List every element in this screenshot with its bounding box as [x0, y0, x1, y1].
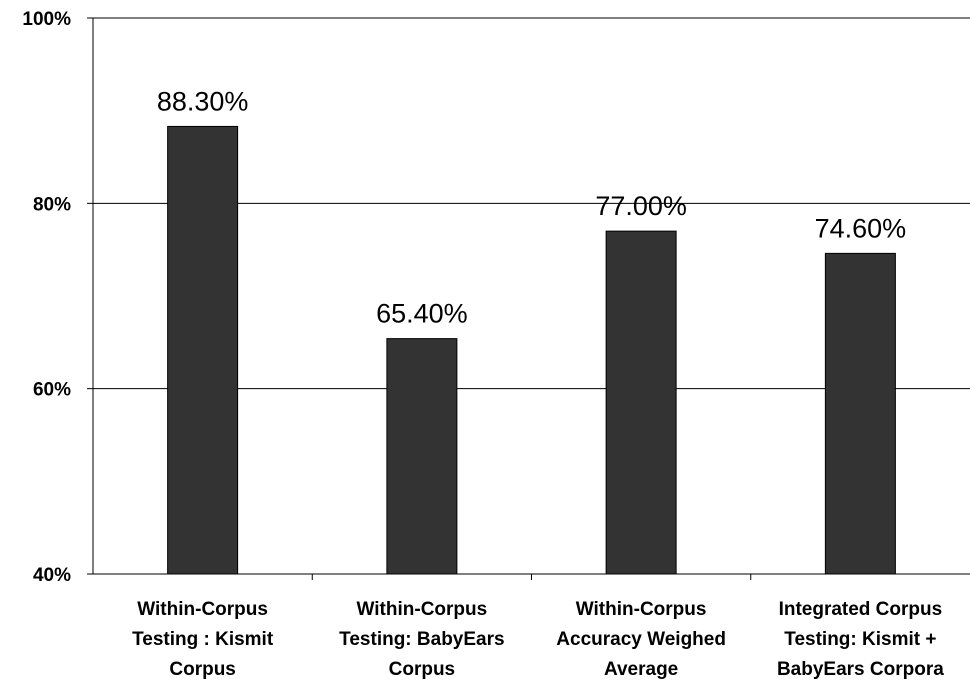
x-category-label: Within-Corpus — [576, 599, 707, 620]
y-tick-label: 100% — [22, 9, 71, 30]
bar — [605, 230, 677, 575]
x-category-label: Integrated Corpus — [779, 599, 943, 620]
data-labels: 88.30% 65.40% 77.00% 74.60% — [157, 86, 906, 328]
data-label: 65.40% — [376, 299, 468, 329]
y-tick-label: 60% — [33, 380, 71, 401]
x-category-label: Average — [604, 659, 678, 680]
axes — [87, 17, 970, 580]
bar — [824, 252, 896, 575]
y-tick-labels: 40% 60% 80% 100% — [22, 9, 71, 586]
y-tick-label: 80% — [33, 194, 71, 215]
gridlines — [93, 17, 970, 390]
y-tick-label: 40% — [33, 565, 71, 586]
x-category-labels: Within-Corpus Testing : Kismit Corpus Withi… — [132, 599, 944, 680]
x-category-label: BabyEars Corpora — [777, 659, 944, 680]
x-category-label: Testing: Kismit + — [784, 629, 936, 650]
x-category-label: Accuracy Weighed — [556, 629, 726, 650]
data-label: 77.00% — [595, 191, 687, 221]
data-label: 74.60% — [815, 213, 907, 243]
x-category-label: Testing: BabyEars — [339, 629, 504, 650]
bars — [167, 125, 896, 575]
data-label: 88.30% — [157, 86, 249, 116]
x-category-label: Corpus — [169, 659, 236, 680]
bar — [386, 338, 458, 575]
x-category-label: Within-Corpus — [137, 599, 268, 620]
x-category-label: Corpus — [389, 659, 456, 680]
x-category-label: Within-Corpus — [357, 599, 488, 620]
bar — [167, 125, 239, 575]
x-category-label: Testing : Kismit — [132, 629, 274, 650]
